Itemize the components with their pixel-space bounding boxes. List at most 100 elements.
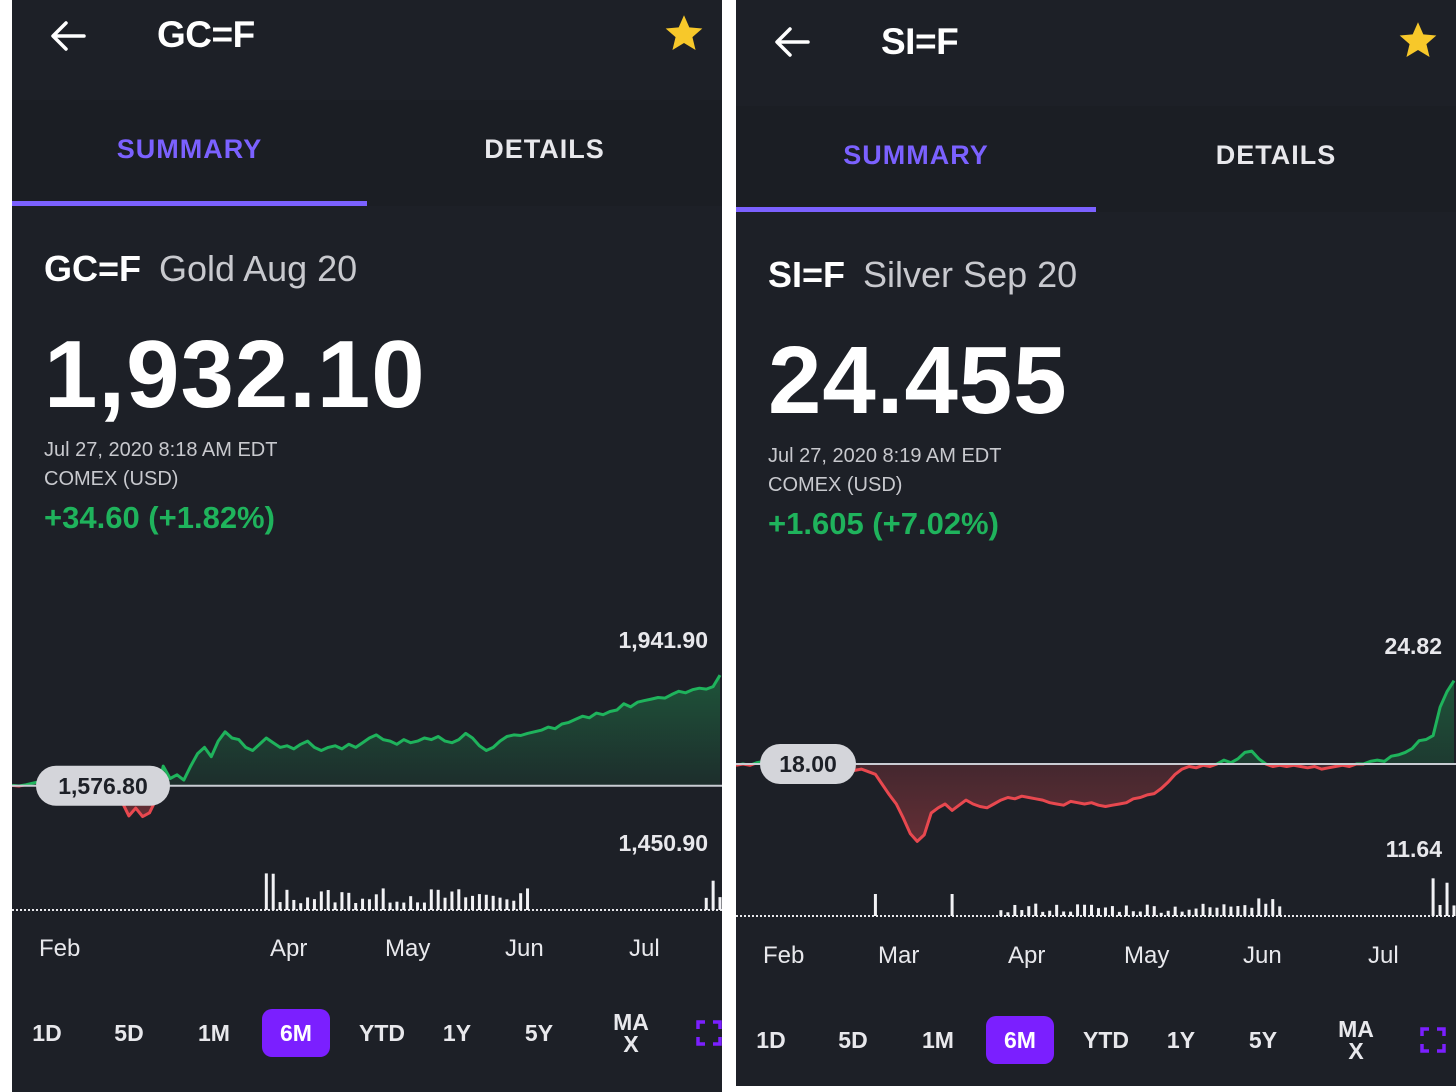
previous-close-pill	[760, 743, 856, 784]
volume-bar	[1027, 906, 1031, 916]
price-value: 24.455	[768, 327, 1068, 434]
volume-bar	[1055, 904, 1059, 916]
volume-bar	[477, 894, 481, 910]
volume-bar	[873, 894, 877, 916]
volume-bar	[409, 896, 413, 910]
volume-bar	[436, 889, 440, 910]
previous-close-label: 1,576.80	[58, 773, 148, 799]
volume-bar	[264, 873, 268, 910]
range-1m-button[interactable]: 1M	[198, 1020, 230, 1046]
range-ytd-button[interactable]: YTD	[1083, 1027, 1129, 1053]
quote-symbol: GC=F	[44, 248, 142, 289]
price-change: +34.60 (+1.82%)	[44, 500, 275, 535]
volume-bar	[498, 897, 502, 910]
quote-timestamp: Jul 27, 2020 8:19 AM EDT	[768, 445, 1002, 467]
volume-bar	[1257, 898, 1261, 916]
range-max-button[interactable]: MA X	[613, 1009, 649, 1057]
volume-bar	[1431, 878, 1435, 916]
volume-bar	[526, 888, 530, 910]
fullscreen-icon[interactable]	[696, 1020, 722, 1046]
back-arrow-icon[interactable]	[48, 18, 88, 54]
volume-bar	[1250, 907, 1254, 916]
range-6m-button[interactable]: 6M	[986, 1016, 1054, 1064]
volume-bar	[1243, 905, 1247, 916]
gold-quote-screen: GC=F SUMMARY DETAILS GC=F Gold Aug 20 1,9…	[12, 0, 722, 1092]
volume-bar	[1173, 906, 1177, 916]
month-label: Mar	[878, 942, 920, 969]
price-line-down	[12, 785, 161, 819]
volume-bar	[1076, 904, 1080, 916]
volume-bar	[1124, 905, 1128, 916]
month-label: Jun	[505, 935, 544, 962]
volume-bar	[1041, 911, 1045, 916]
tab-active-indicator	[12, 201, 367, 206]
range-1y-button[interactable]: 1Y	[442, 1020, 472, 1046]
quote-heading: SI=F Silver Sep 20	[768, 254, 1077, 296]
volume-bar	[354, 903, 358, 910]
volume-bar	[1103, 907, 1107, 916]
price-chart[interactable]: 18.00 24.82 11.64	[736, 616, 1456, 926]
volume-bar	[704, 897, 708, 910]
range-1m-button[interactable]: 1M	[922, 1027, 954, 1053]
volume-bar	[278, 902, 282, 910]
volume-bar	[333, 902, 337, 910]
volume-bar	[1438, 905, 1442, 916]
range-ytd-button[interactable]: YTD	[359, 1020, 405, 1046]
tab-summary[interactable]: SUMMARY	[843, 140, 989, 170]
favorite-star-icon[interactable]	[662, 12, 706, 56]
tab-details[interactable]: DETAILS	[484, 134, 605, 164]
volume-bar	[347, 892, 351, 910]
volume-bar	[1138, 911, 1142, 916]
volume-bar	[340, 892, 344, 910]
range-1d-button[interactable]: 1D	[32, 1020, 62, 1046]
volume-bar	[416, 902, 420, 910]
volume-bar	[471, 895, 475, 910]
range-5d-button[interactable]: 5D	[838, 1027, 868, 1053]
volume-bar	[999, 910, 1003, 916]
range-5d-button[interactable]: 5D	[114, 1020, 144, 1046]
quote-exchange: COMEX (USD)	[768, 474, 903, 496]
volume-bar	[1006, 912, 1010, 916]
month-label: Feb	[763, 942, 805, 969]
header-title: SI=F	[881, 21, 959, 62]
range-high-label: 24.82	[1384, 633, 1442, 659]
quote-symbol: SI=F	[768, 254, 846, 295]
volume-bar	[1166, 910, 1170, 916]
price-chart[interactable]: 1,576.80 1,941.90 1,450.90	[12, 610, 722, 920]
range-low-label: 1,450.90	[618, 830, 708, 856]
volume-bar	[1020, 910, 1024, 916]
volume-bar	[711, 880, 715, 910]
favorite-star-icon[interactable]	[1396, 19, 1440, 63]
quote-meta: Jul 27, 2020 8:18 AM EDT COMEX (USD)	[44, 436, 277, 494]
volume-bar	[718, 897, 722, 910]
volume-bar	[1215, 907, 1219, 916]
range-6m-button[interactable]: 6M	[262, 1009, 330, 1057]
range-1y-button[interactable]: 1Y	[1166, 1027, 1196, 1053]
volume-bar	[1194, 908, 1198, 916]
fullscreen-icon[interactable]	[1420, 1027, 1446, 1053]
tab-bar: SUMMARY DETAILS	[736, 106, 1456, 212]
volume-bar	[395, 901, 399, 910]
back-arrow-icon[interactable]	[772, 24, 812, 60]
volume-bar	[505, 899, 509, 910]
range-1d-button[interactable]: 1D	[756, 1027, 786, 1053]
volume-bar	[429, 889, 433, 910]
volume-bar	[285, 889, 289, 910]
tab-bar: SUMMARY DETAILS	[12, 100, 722, 206]
volume-bar	[1048, 910, 1052, 916]
volume-bar	[450, 891, 454, 910]
range-5y-button[interactable]: 5Y	[524, 1020, 554, 1046]
range-5y-button[interactable]: 5Y	[1248, 1027, 1278, 1053]
tab-summary[interactable]: SUMMARY	[116, 134, 263, 164]
tab-details[interactable]: DETAILS	[1215, 140, 1337, 170]
volume-bar	[1096, 908, 1100, 916]
quote-exchange: COMEX (USD)	[44, 468, 179, 490]
volume-bar	[422, 902, 426, 910]
month-label: Jul	[629, 935, 660, 962]
month-label: Apr	[270, 935, 308, 962]
volume-bar	[1180, 911, 1184, 916]
volume-bar	[1145, 904, 1149, 916]
range-max-button[interactable]: MA X	[1338, 1016, 1374, 1064]
volume-bar	[1271, 899, 1275, 916]
quote-timestamp: Jul 27, 2020 8:18 AM EDT	[44, 439, 278, 461]
